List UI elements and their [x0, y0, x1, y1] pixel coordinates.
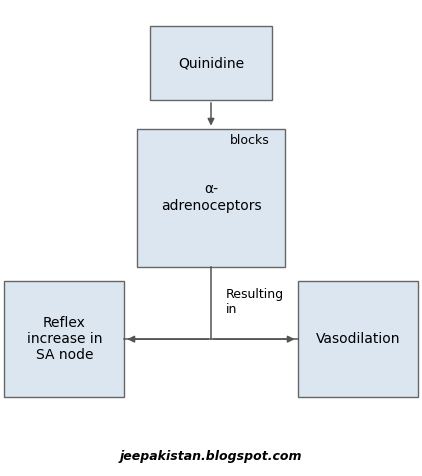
FancyBboxPatch shape: [4, 281, 124, 397]
FancyBboxPatch shape: [137, 129, 285, 267]
Text: Vasodilation: Vasodilation: [315, 332, 400, 346]
FancyBboxPatch shape: [298, 281, 418, 397]
Text: jeepakistan.blogspot.com: jeepakistan.blogspot.com: [120, 450, 302, 464]
Text: blocks: blocks: [230, 134, 270, 147]
FancyBboxPatch shape: [150, 26, 272, 100]
Text: Resulting
in: Resulting in: [226, 288, 284, 316]
Text: Reflex
increase in
SA node: Reflex increase in SA node: [27, 316, 102, 362]
Text: α-
adrenoceptors: α- adrenoceptors: [161, 182, 261, 213]
Text: Quinidine: Quinidine: [178, 56, 244, 70]
